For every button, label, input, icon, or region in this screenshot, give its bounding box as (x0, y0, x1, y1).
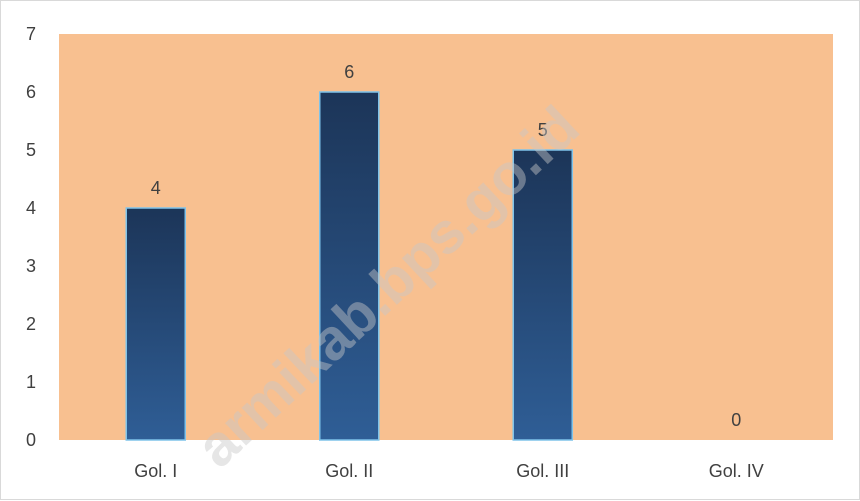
y-tick-label: 1 (26, 372, 36, 392)
data-label: 0 (731, 410, 741, 430)
plot-area (59, 34, 833, 440)
bars (125, 91, 573, 441)
data-label: 5 (538, 120, 548, 140)
x-tick-label: Gol. II (325, 461, 373, 481)
y-tick-label: 6 (26, 82, 36, 102)
y-tick-label: 3 (26, 256, 36, 276)
data-labels: 4 6 5 0 (151, 62, 742, 430)
y-tick-label: 2 (26, 314, 36, 334)
y-tick-label: 7 (26, 24, 36, 44)
bar (125, 207, 186, 441)
y-tick-label: 0 (26, 430, 36, 450)
y-axis-ticks: 0 1 2 3 4 5 6 7 (26, 24, 36, 450)
bar (319, 91, 380, 441)
y-tick-label: 5 (26, 140, 36, 160)
x-tick-label: Gol. IV (709, 461, 764, 481)
data-label: 4 (151, 178, 161, 198)
y-tick-label: 4 (26, 198, 36, 218)
bar (512, 149, 573, 441)
x-axis-ticks: Gol. I Gol. II Gol. III Gol. IV (134, 461, 764, 481)
x-tick-label: Gol. III (516, 461, 569, 481)
data-label: 6 (344, 62, 354, 82)
x-tick-label: Gol. I (134, 461, 177, 481)
